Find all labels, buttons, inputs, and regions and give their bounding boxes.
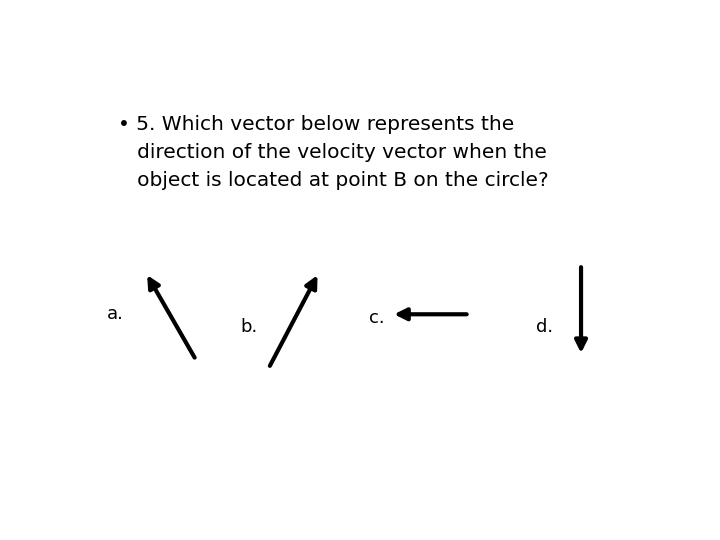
Text: b.: b. <box>240 318 258 336</box>
Text: c.: c. <box>369 309 384 327</box>
Text: a.: a. <box>107 305 124 323</box>
Text: • 5. Which vector below represents the
   direction of the velocity vector when : • 5. Which vector below represents the d… <box>118 114 549 190</box>
Text: d.: d. <box>536 318 554 336</box>
